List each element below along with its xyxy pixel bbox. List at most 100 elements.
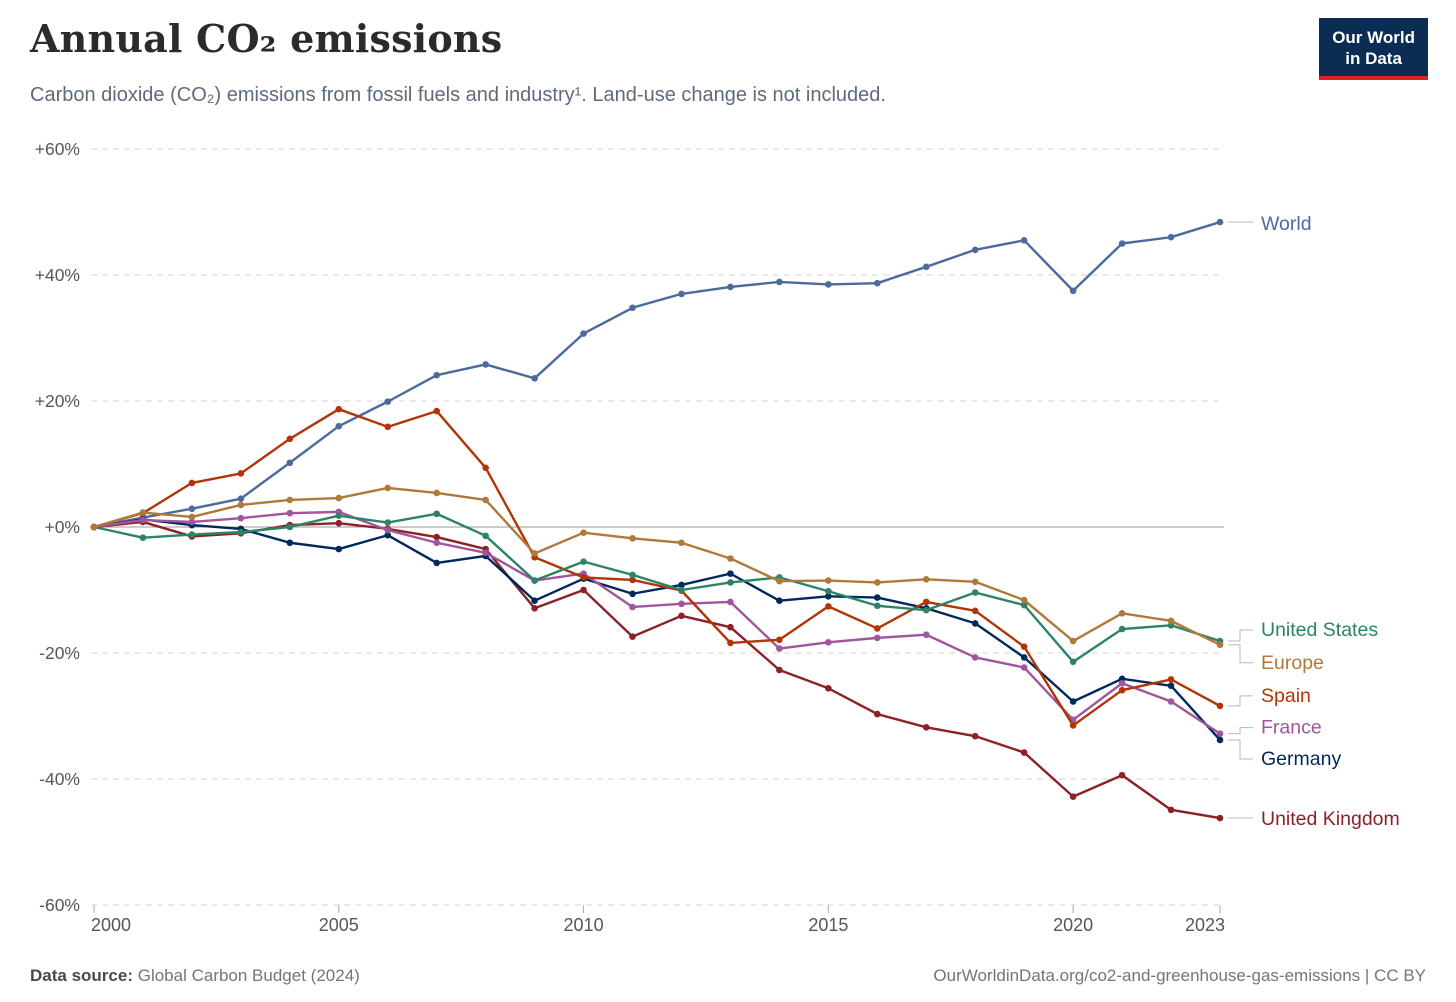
data-point xyxy=(384,531,392,539)
series-path xyxy=(92,220,1222,529)
data-point xyxy=(433,371,440,379)
data-point xyxy=(286,496,294,504)
data-point xyxy=(1216,736,1224,744)
data-point xyxy=(1216,814,1224,822)
x-axis-tick-label: 2023 xyxy=(1185,915,1225,935)
data-point xyxy=(580,529,587,536)
data-point xyxy=(433,533,440,541)
data-point xyxy=(482,532,489,540)
data-point xyxy=(1216,218,1224,226)
data-point xyxy=(825,577,832,584)
data-point xyxy=(580,574,587,581)
series-label-united-states[interactable]: United States xyxy=(1261,619,1378,641)
data-point xyxy=(1118,686,1126,694)
data-point xyxy=(678,600,685,608)
data-point xyxy=(286,459,294,467)
y-axis-tick-label: +20% xyxy=(35,391,80,411)
chart-subtitle: Carbon dioxide (CO₂) emissions from foss… xyxy=(30,84,886,106)
data-point xyxy=(286,539,294,547)
data-point xyxy=(971,578,979,586)
data-point xyxy=(727,570,734,577)
data-point xyxy=(825,587,832,595)
data-point xyxy=(776,577,783,585)
series-line-spain[interactable] xyxy=(90,405,1224,729)
data-point xyxy=(825,593,832,600)
series-label-france[interactable]: France xyxy=(1261,717,1322,739)
data-point xyxy=(384,526,392,534)
series-path xyxy=(92,510,1222,735)
data-point xyxy=(531,604,538,612)
data-point xyxy=(237,470,245,477)
data-point xyxy=(335,422,343,430)
data-point xyxy=(482,549,489,557)
data-point xyxy=(727,598,734,606)
series-line-world[interactable] xyxy=(90,218,1224,531)
data-point xyxy=(531,550,538,557)
data-point xyxy=(971,607,979,615)
series-line-france[interactable] xyxy=(90,508,1224,737)
chart-footer: Data source: Global Carbon Budget (2024)… xyxy=(30,966,1426,986)
data-point xyxy=(384,398,392,405)
data-point xyxy=(971,654,979,661)
data-point xyxy=(335,512,343,519)
series-line-germany[interactable] xyxy=(90,516,1224,744)
data-point xyxy=(776,645,783,652)
data-point xyxy=(1020,654,1028,661)
data-point xyxy=(922,598,930,606)
data-point xyxy=(1020,596,1028,604)
data-point xyxy=(1069,793,1077,800)
x-axis-tick-label: 2010 xyxy=(564,915,604,935)
data-point xyxy=(188,505,196,513)
data-point xyxy=(1069,722,1077,729)
series-label-germany[interactable]: Germany xyxy=(1261,748,1341,770)
data-point xyxy=(629,633,636,640)
data-point xyxy=(1069,287,1077,295)
data-point xyxy=(776,278,783,286)
data-point xyxy=(727,639,734,647)
data-point xyxy=(1167,682,1175,690)
data-point xyxy=(1069,658,1077,666)
data-point xyxy=(874,602,881,610)
series-path xyxy=(92,520,1222,820)
data-point xyxy=(1216,702,1224,710)
data-point xyxy=(1118,679,1126,687)
data-point xyxy=(727,283,734,291)
owid-logo[interactable]: Our World in Data xyxy=(1319,18,1428,80)
data-point xyxy=(971,732,979,740)
data-point xyxy=(1167,233,1175,241)
data-point xyxy=(286,435,294,443)
data-point xyxy=(1167,698,1175,705)
data-point xyxy=(531,375,538,382)
data-point xyxy=(286,509,294,517)
data-point xyxy=(629,304,636,312)
series-label-world[interactable]: World xyxy=(1261,213,1312,235)
data-point xyxy=(727,579,734,586)
data-point xyxy=(433,539,440,547)
data-point xyxy=(1118,771,1126,779)
series-line-united-kingdom[interactable] xyxy=(90,518,1224,822)
series-label-spain[interactable]: Spain xyxy=(1261,685,1311,707)
series-label-united-kingdom[interactable]: United Kingdom xyxy=(1261,808,1400,830)
data-point xyxy=(1118,610,1126,617)
data-point xyxy=(384,484,392,492)
data-point xyxy=(922,575,930,583)
data-point xyxy=(922,606,930,614)
data-point xyxy=(629,535,636,542)
data-point xyxy=(335,519,343,527)
data-point xyxy=(580,558,587,565)
series-path xyxy=(92,512,1222,664)
data-point xyxy=(335,405,343,413)
series-path xyxy=(92,486,1222,647)
footer-citation-link[interactable]: OurWorldinData.org/co2-and-greenhouse-ga… xyxy=(933,966,1426,985)
x-axis-tick-label: 2015 xyxy=(808,915,848,935)
data-point xyxy=(776,666,783,674)
data-point xyxy=(482,464,489,472)
data-point xyxy=(1069,698,1077,705)
series-line-europe[interactable] xyxy=(90,484,1224,649)
data-point xyxy=(1020,237,1028,244)
data-source-value: Global Carbon Budget (2024) xyxy=(137,966,360,985)
data-point xyxy=(922,263,930,271)
label-connector xyxy=(1228,695,1253,707)
series-label-europe[interactable]: Europe xyxy=(1261,652,1324,674)
